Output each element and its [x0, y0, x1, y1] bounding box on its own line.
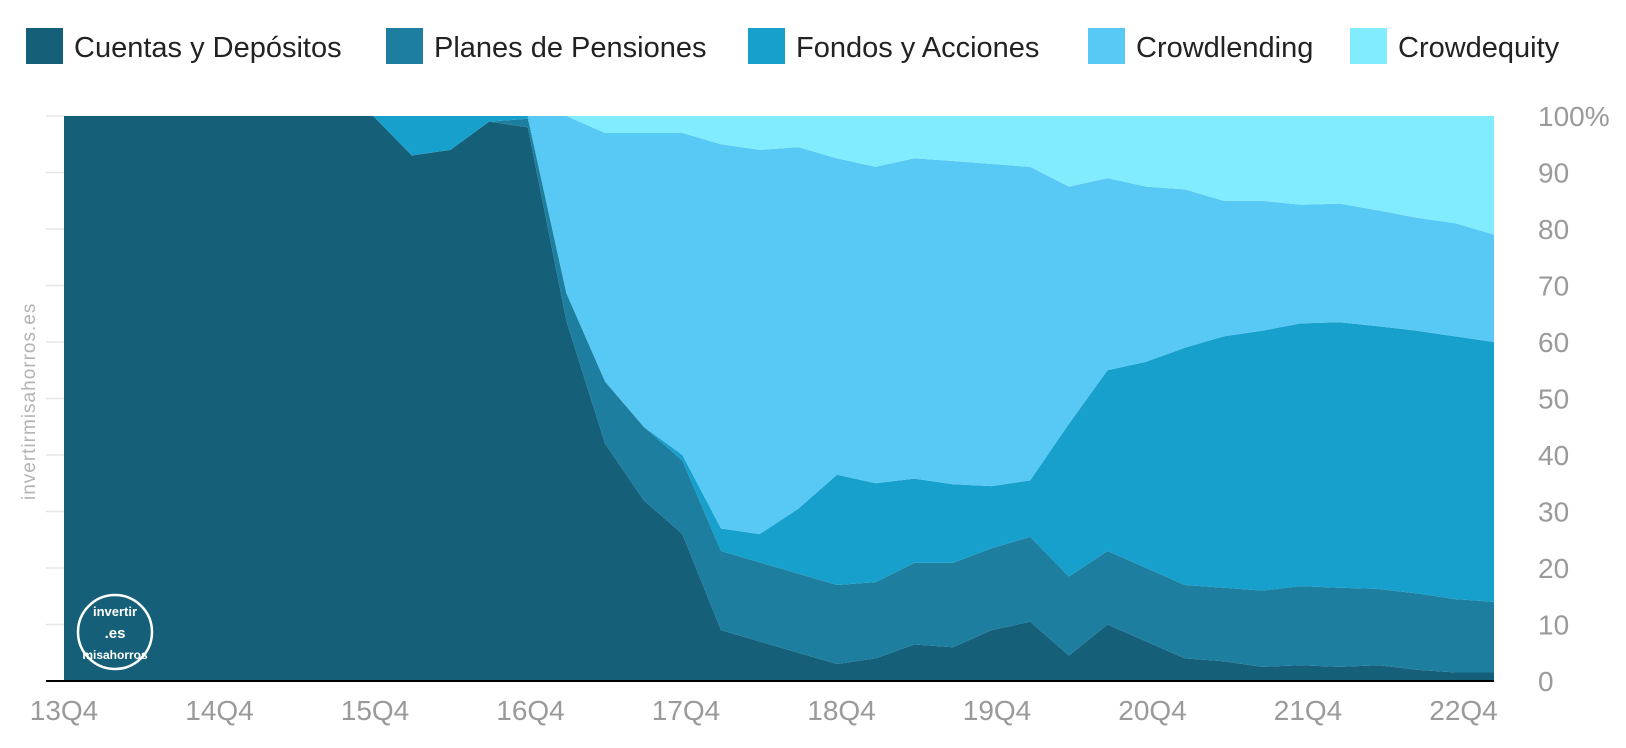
legend-swatch: [26, 28, 63, 64]
legend-swatch: [1088, 28, 1125, 64]
legend-item: Cuentas y Depósitos: [26, 28, 342, 64]
logo-mid-text: .es: [105, 625, 126, 642]
legend-label: Crowdlending: [1136, 32, 1313, 64]
x-tick-label: 20Q4: [1118, 695, 1187, 726]
logo-circle-icon: [76, 593, 154, 671]
y-tick-label: 60: [1538, 327, 1569, 358]
y-tick-label: 90: [1538, 158, 1569, 189]
y-tick-label: 20: [1538, 553, 1569, 584]
legend-label: Crowdequity: [1398, 32, 1560, 64]
legend-label: Cuentas y Depósitos: [74, 32, 342, 64]
y-axis-ticks: 0 10 20 30 40 50 60 70 80 90 100%: [1538, 101, 1610, 697]
legend-item: Planes de Pensiones: [386, 28, 706, 64]
legend-item: Fondos y Acciones: [748, 28, 1039, 64]
x-axis-ticks: 13Q4 14Q4 15Q4 16Q4 17Q4 18Q4 19Q4 20Q4 21Q4 22Q4: [30, 695, 1498, 726]
x-tick-label: 21Q4: [1274, 695, 1343, 726]
area-series-3: [64, 116, 1494, 535]
logo-bottom-text: misahorros: [82, 648, 148, 662]
legend-item: Crowdequity: [1350, 28, 1560, 64]
y-tick-label: 100%: [1538, 101, 1610, 132]
watermark-logo: invertir .es misahorros: [76, 593, 154, 671]
y-tick-label: 80: [1538, 214, 1569, 245]
y-tick-label: 50: [1538, 384, 1569, 415]
area-series-2: [64, 116, 1494, 602]
area-layers: [64, 116, 1494, 681]
y-tick-label: 70: [1538, 271, 1569, 302]
x-tick-label: 19Q4: [963, 695, 1032, 726]
x-tick-label: 18Q4: [807, 695, 876, 726]
gridlines: [46, 115, 64, 682]
x-tick-label: 16Q4: [496, 695, 565, 726]
x-tick-label: 15Q4: [341, 695, 410, 726]
x-tick-label: 13Q4: [30, 695, 99, 726]
watermark-side-text: invertirmisahorros.es: [19, 303, 40, 500]
x-tick-label: 22Q4: [1429, 695, 1498, 726]
plot-area: [46, 115, 1494, 682]
legend-label: Fondos y Acciones: [796, 32, 1039, 64]
x-tick-label: 14Q4: [185, 695, 254, 726]
legend-item: Crowdlending: [1088, 28, 1313, 64]
area-series-4: [64, 116, 1494, 235]
legend-swatch: [748, 28, 785, 64]
legend: Cuentas y Depósitos Planes de Pensiones Fo…: [26, 28, 1560, 64]
y-tick-label: 0: [1538, 666, 1554, 697]
legend-swatch: [386, 28, 423, 64]
legend-label: Planes de Pensiones: [434, 32, 706, 64]
watermark: invertirmisahorros.es invertir .es misah…: [19, 303, 154, 671]
y-tick-label: 40: [1538, 440, 1569, 471]
legend-swatch: [1350, 28, 1387, 64]
area-series-0: [64, 116, 1494, 681]
x-tick-label: 17Q4: [652, 695, 721, 726]
y-tick-label: 10: [1538, 610, 1569, 641]
area-series-1: [64, 116, 1494, 673]
y-tick-label: 30: [1538, 497, 1569, 528]
logo-top-text: invertir: [93, 604, 137, 619]
